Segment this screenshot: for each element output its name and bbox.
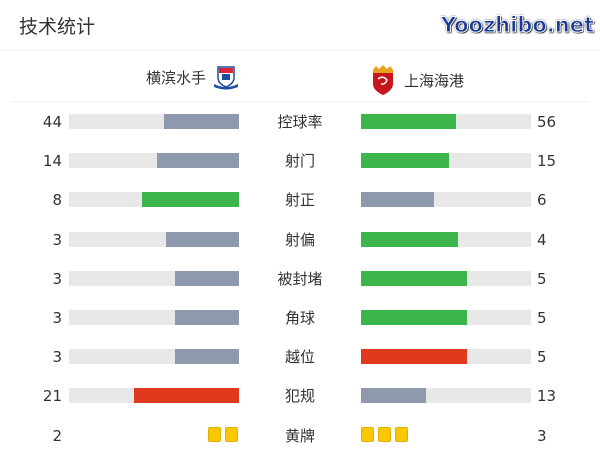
stat-label: 被封堵 bbox=[277, 269, 323, 288]
yellow-card-icon bbox=[378, 427, 391, 442]
home-yellow-cards bbox=[208, 427, 238, 442]
stat-row: 21 犯规 13 bbox=[0, 386, 600, 406]
home-bar bbox=[175, 270, 239, 286]
stat-row: 14 射门 15 bbox=[0, 151, 600, 171]
away-team[interactable]: 上海海港 bbox=[368, 64, 464, 96]
away-value: 5 bbox=[537, 269, 547, 288]
home-bar-track bbox=[69, 388, 239, 404]
home-bar-track bbox=[69, 153, 239, 169]
away-bar-track bbox=[361, 153, 531, 169]
away-bar-track bbox=[361, 231, 531, 247]
home-value: 3 bbox=[52, 269, 62, 288]
yellow-card-icon bbox=[208, 427, 221, 442]
yellow-card-icon bbox=[361, 427, 374, 442]
home-bar bbox=[175, 310, 239, 325]
away-yellow-cards bbox=[361, 427, 408, 442]
away-bar bbox=[361, 388, 426, 404]
home-value: 21 bbox=[42, 387, 62, 406]
away-bar-track bbox=[361, 114, 531, 129]
home-value: 3 bbox=[52, 348, 62, 367]
home-team[interactable]: 横滨水手 bbox=[146, 64, 240, 90]
away-value: 6 bbox=[537, 191, 547, 210]
home-bar-track bbox=[69, 310, 239, 325]
away-bar-track bbox=[361, 388, 531, 404]
stat-row: 44 控球率 56 bbox=[0, 112, 600, 132]
home-bar bbox=[156, 153, 239, 169]
home-bar-track bbox=[69, 349, 239, 365]
home-team-name: 横滨水手 bbox=[146, 68, 207, 87]
away-value: 3 bbox=[537, 427, 547, 445]
stat-label: 犯规 bbox=[284, 387, 315, 406]
home-value: 2 bbox=[52, 427, 62, 445]
section-title: 技术统计 bbox=[19, 16, 96, 38]
away-bar-track bbox=[361, 192, 531, 208]
home-value: 14 bbox=[42, 152, 62, 171]
away-bar bbox=[361, 310, 468, 325]
stat-label: 射偏 bbox=[284, 230, 315, 249]
away-bar bbox=[361, 349, 468, 365]
yellow-card-icon bbox=[395, 427, 408, 442]
divider bbox=[0, 50, 600, 51]
home-value: 8 bbox=[52, 191, 62, 210]
home-value: 3 bbox=[52, 230, 62, 249]
stat-label: 控球率 bbox=[277, 113, 323, 131]
home-bar bbox=[141, 192, 239, 208]
away-value: 4 bbox=[537, 230, 547, 249]
away-team-name: 上海海港 bbox=[404, 71, 465, 90]
away-value: 15 bbox=[537, 152, 557, 171]
yellow-card-icon bbox=[225, 427, 238, 442]
stat-label: 越位 bbox=[284, 348, 315, 367]
home-bar bbox=[134, 388, 239, 404]
home-bar-track bbox=[69, 270, 239, 286]
away-bar-track bbox=[361, 270, 531, 286]
home-value: 3 bbox=[52, 309, 62, 327]
stat-label: 角球 bbox=[284, 309, 315, 327]
stat-row: 3 被封堵 5 bbox=[0, 269, 600, 289]
home-bar bbox=[166, 231, 239, 247]
away-bar bbox=[361, 114, 457, 129]
home-bar bbox=[175, 349, 239, 365]
away-value: 5 bbox=[537, 309, 547, 327]
away-bar bbox=[361, 192, 434, 208]
stat-row: 3 越位 5 bbox=[0, 347, 600, 367]
home-bar-track bbox=[69, 231, 239, 247]
watermark: Yoozhibo.net bbox=[440, 13, 594, 38]
away-value: 5 bbox=[537, 348, 547, 367]
away-bar bbox=[361, 231, 459, 247]
home-bar-track bbox=[69, 114, 239, 129]
home-bar-track bbox=[69, 192, 239, 208]
stat-row: 8 射正 6 bbox=[0, 190, 600, 210]
divider bbox=[12, 101, 588, 102]
yokohama-marinos-crest-icon bbox=[214, 66, 239, 90]
home-bar bbox=[164, 114, 239, 129]
stat-row-yellow-cards: 2 黄牌 3 bbox=[0, 426, 600, 446]
away-value: 13 bbox=[537, 387, 557, 406]
stat-label: 黄牌 bbox=[284, 427, 315, 445]
stat-label: 射正 bbox=[284, 191, 315, 210]
away-value: 56 bbox=[537, 113, 557, 131]
home-value: 44 bbox=[42, 113, 62, 131]
stat-label: 射门 bbox=[284, 152, 315, 171]
away-bar-track bbox=[361, 310, 531, 325]
away-bar-track bbox=[361, 349, 531, 365]
stat-row: 3 角球 5 bbox=[0, 308, 600, 328]
away-bar bbox=[361, 270, 468, 286]
stat-row: 3 射偏 4 bbox=[0, 230, 600, 250]
shanghai-port-crest-icon bbox=[373, 65, 393, 95]
away-bar bbox=[361, 153, 449, 169]
